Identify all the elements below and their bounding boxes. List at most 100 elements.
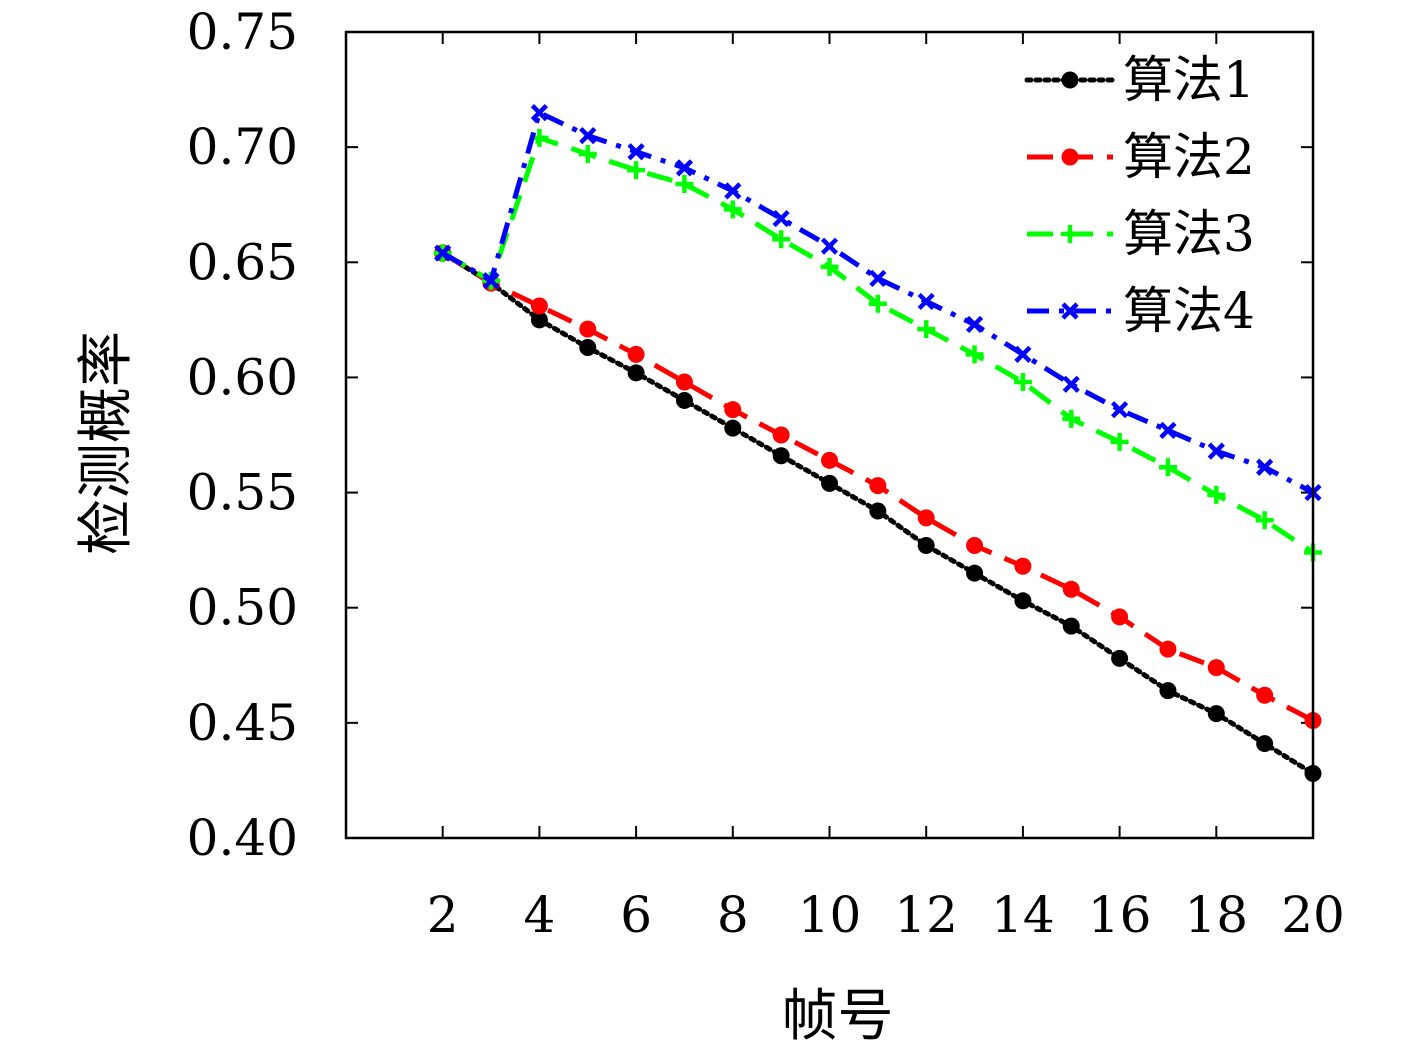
data-point	[1061, 302, 1079, 320]
x-tick-label: 16	[1088, 886, 1152, 944]
data-point	[723, 200, 742, 219]
data-point	[1159, 682, 1177, 700]
data-point	[1111, 608, 1129, 626]
plot-frame	[344, 30, 1315, 840]
y-tick-label: 0.75	[187, 3, 298, 61]
data-point	[627, 143, 645, 161]
x-tick-label: 4	[523, 886, 555, 944]
series-lines	[433, 104, 1322, 783]
data-point	[820, 237, 839, 255]
data-point	[1256, 735, 1274, 753]
legend: 算法1 算法2 算法3 算法4	[1024, 51, 1255, 340]
data-point	[1061, 225, 1079, 243]
data-point	[820, 257, 839, 276]
data-point	[1207, 442, 1225, 460]
data-point	[1014, 592, 1032, 610]
data-point	[1110, 432, 1129, 451]
legend-item: 算法4	[1027, 282, 1255, 340]
x-tick-label: 10	[798, 886, 862, 944]
y-tick-labels: 0.40 0.45 0.50 0.55 0.60 0.65 0.70 0.75	[187, 3, 298, 867]
data-point	[1062, 409, 1081, 428]
data-point	[772, 209, 790, 228]
y-tick-label: 0.65	[187, 233, 298, 291]
data-point	[917, 320, 936, 339]
data-point	[1207, 705, 1225, 723]
data-point	[1062, 617, 1080, 635]
data-point	[724, 419, 742, 437]
legend-label: 算法3	[1123, 205, 1255, 263]
data-point	[1014, 345, 1032, 363]
y-tick-label: 0.60	[187, 348, 298, 406]
data-point	[869, 502, 887, 520]
data-point	[482, 272, 500, 290]
x-tick-label: 14	[991, 886, 1055, 944]
data-point	[627, 161, 646, 180]
data-point	[579, 338, 597, 356]
data-point	[772, 426, 790, 444]
legend-item: 算法2	[1027, 128, 1255, 186]
data-point	[1256, 686, 1274, 704]
x-tick-label: 8	[717, 886, 749, 944]
data-point	[869, 477, 887, 495]
legend-label: 算法2	[1123, 128, 1255, 186]
data-point	[821, 451, 838, 469]
data-point	[917, 292, 935, 311]
x-tick-label: 18	[1184, 886, 1248, 944]
data-point	[965, 345, 984, 364]
data-point	[1061, 71, 1079, 89]
data-point	[1159, 640, 1177, 658]
data-point	[675, 391, 693, 409]
data-point	[917, 509, 935, 527]
data-point	[627, 345, 645, 363]
data-point	[579, 127, 597, 145]
data-point	[578, 145, 597, 164]
data-point	[1159, 421, 1177, 439]
x-tick-labels: 2 4 6 8 10 12 14 16 18 20	[427, 886, 1345, 944]
data-point	[1255, 511, 1274, 530]
legend-item: 算法1	[1024, 51, 1255, 109]
y-tick-label: 0.40	[187, 809, 298, 867]
data-point	[772, 447, 790, 465]
data-point	[434, 244, 452, 262]
series-3	[433, 128, 1322, 562]
data-point	[530, 297, 548, 315]
data-point	[1061, 148, 1079, 166]
x-tick-label: 6	[620, 886, 652, 944]
data-point	[965, 315, 984, 334]
data-point	[821, 474, 838, 492]
y-tick-label: 0.70	[187, 118, 298, 176]
data-point	[1256, 458, 1274, 476]
data-point	[1207, 659, 1225, 677]
data-point	[966, 564, 984, 582]
data-point	[724, 182, 742, 200]
data-point	[1111, 649, 1129, 667]
data-point	[1013, 373, 1032, 392]
data-point	[868, 294, 887, 313]
data-point	[1111, 401, 1129, 419]
x-tick-label: 12	[894, 886, 958, 944]
x-tick-label: 2	[427, 886, 459, 944]
data-point	[1062, 375, 1080, 393]
data-point	[966, 537, 984, 555]
data-point	[1207, 485, 1226, 504]
legend-item: 算法3	[1027, 205, 1255, 263]
y-axis-title: 检测概率	[74, 331, 139, 555]
data-point	[1014, 557, 1032, 575]
data-point	[1062, 580, 1080, 598]
data-point	[675, 159, 694, 177]
data-point	[917, 537, 935, 555]
data-point	[530, 104, 548, 122]
legend-label: 算法4	[1123, 282, 1255, 340]
data-point	[627, 364, 645, 382]
data-point	[724, 401, 742, 419]
y-tick-label: 0.55	[187, 464, 298, 522]
x-tick-label: 20	[1281, 886, 1345, 944]
data-point	[530, 311, 548, 329]
data-point	[675, 373, 693, 391]
data-point	[869, 269, 887, 287]
data-point	[1158, 458, 1177, 477]
x-axis-title: 帧号	[782, 984, 894, 1049]
data-point	[579, 320, 597, 338]
